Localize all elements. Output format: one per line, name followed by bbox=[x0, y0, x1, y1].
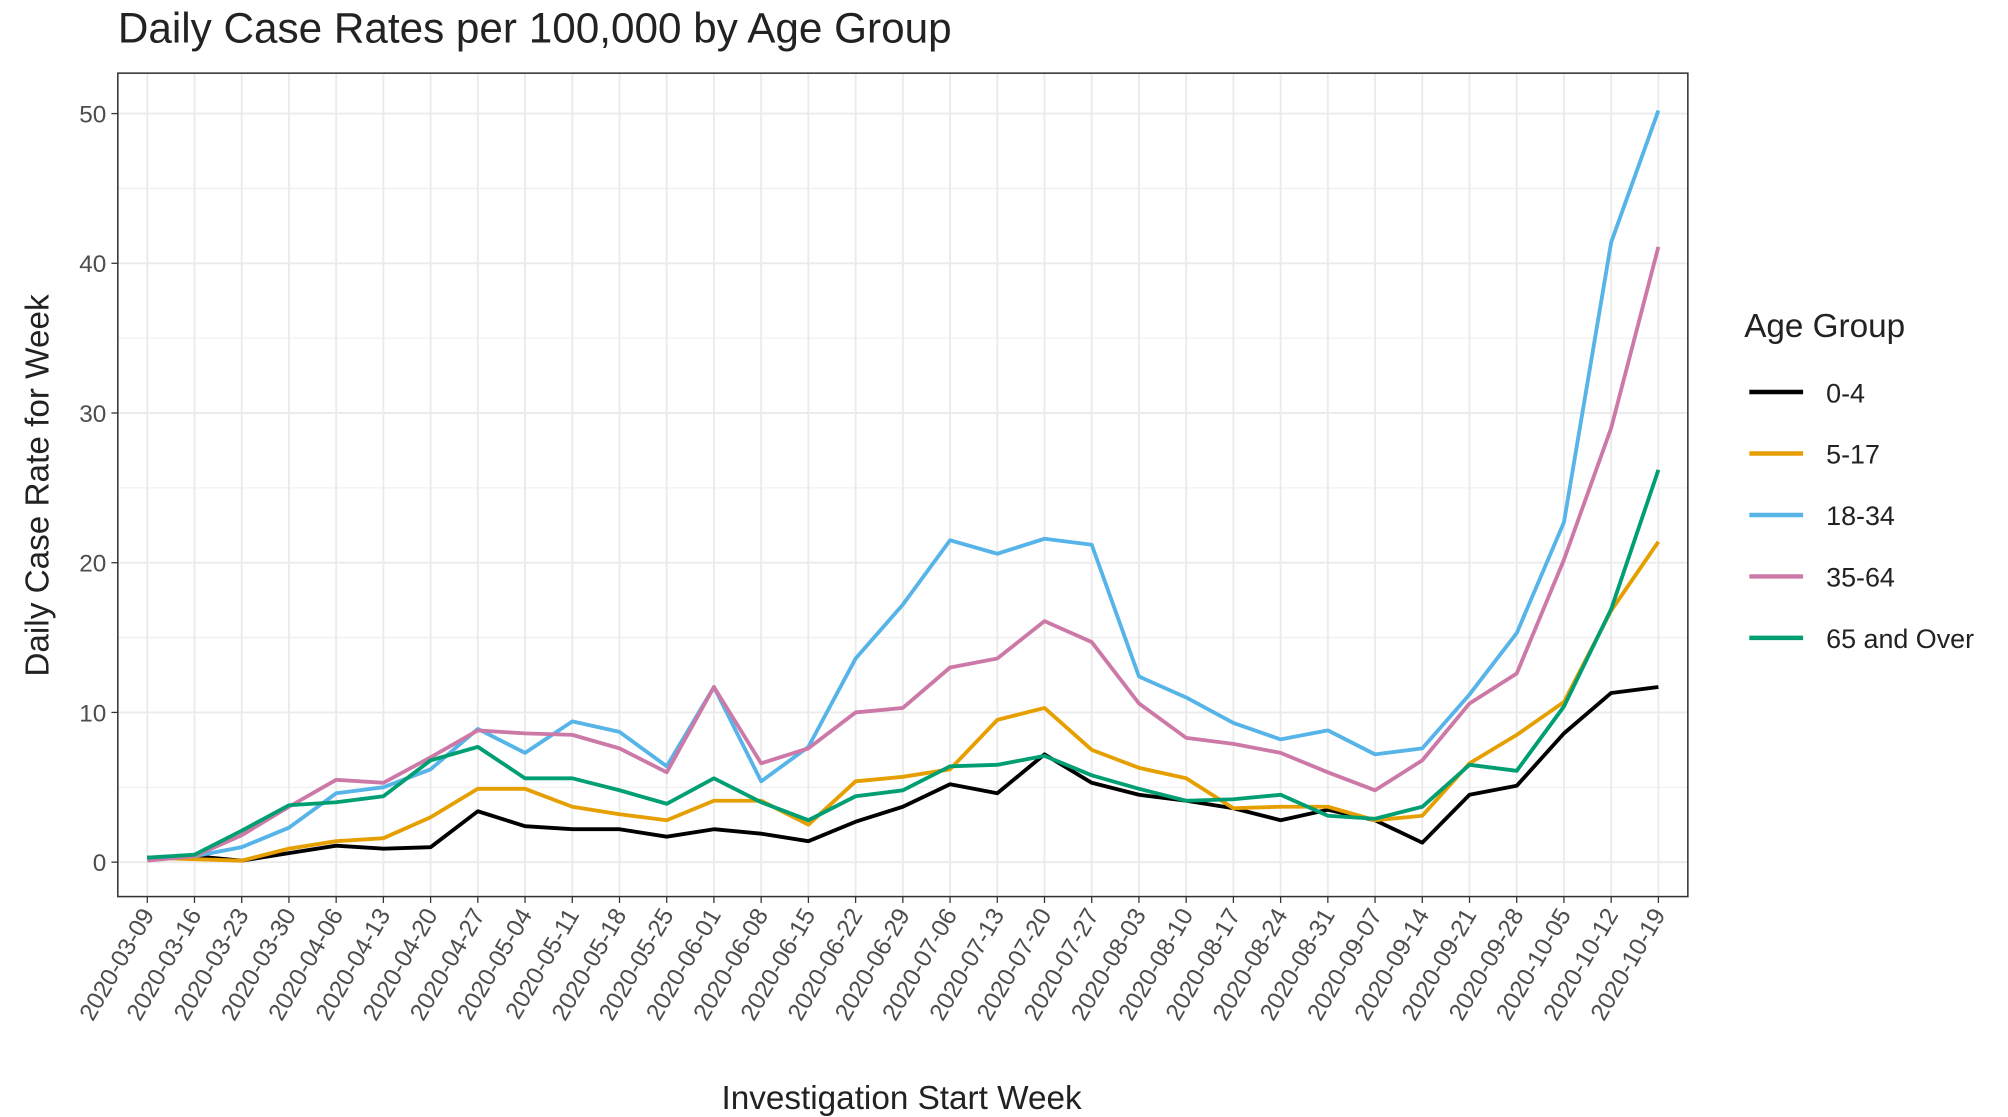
y-tick-label: 0 bbox=[93, 850, 107, 877]
plot-border bbox=[117, 72, 1689, 898]
series-line bbox=[147, 540, 1660, 863]
y-tick-label: 10 bbox=[79, 700, 106, 727]
legend-label: 18-34 bbox=[1826, 501, 1895, 531]
chart-title: Daily Case Rates per 100,000 by Age Grou… bbox=[118, 4, 952, 51]
series-line bbox=[147, 469, 1661, 860]
legend-label: 0-4 bbox=[1826, 378, 1865, 408]
series-line bbox=[147, 109, 1661, 862]
y-tick-label: 50 bbox=[79, 102, 106, 129]
x-axis-label: Investigation Start Week bbox=[721, 1080, 1081, 1117]
y-tick-label: 30 bbox=[79, 401, 106, 428]
legend-title: Age Group bbox=[1744, 308, 1905, 345]
legend-label: 5-17 bbox=[1826, 440, 1880, 470]
legend-label: 65 and Over bbox=[1826, 624, 1974, 654]
series-line bbox=[147, 685, 1659, 863]
y-axis-label: Daily Case Rate for Week bbox=[20, 294, 57, 677]
legend-label: 35-64 bbox=[1826, 563, 1895, 593]
y-tick-label: 20 bbox=[79, 551, 106, 578]
y-tick-label: 40 bbox=[79, 251, 106, 278]
series-line bbox=[147, 246, 1661, 863]
